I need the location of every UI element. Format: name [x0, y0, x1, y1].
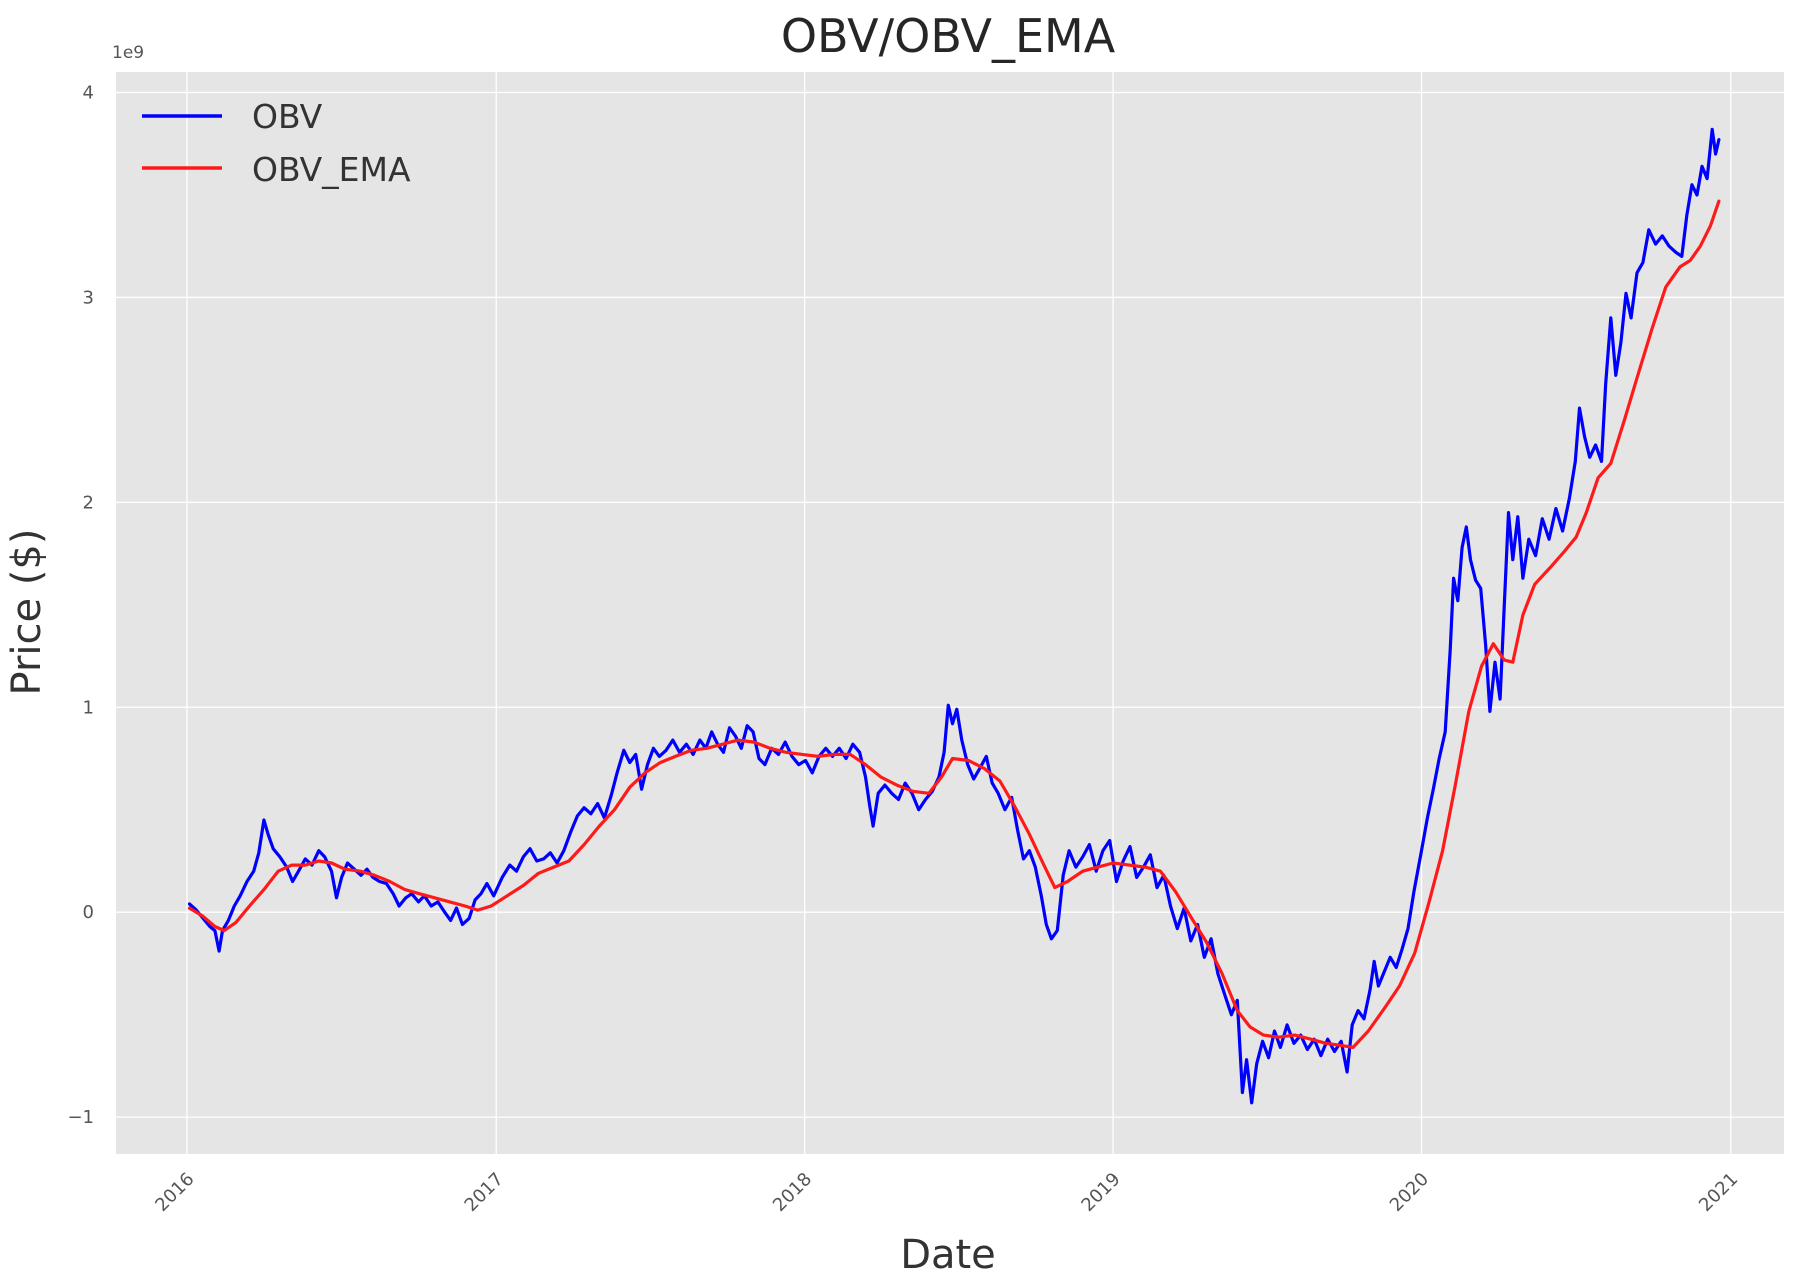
y-tick-label: 1	[83, 697, 94, 718]
x-tick-label: 2021	[1695, 1169, 1742, 1216]
x-tick-label: 2016	[151, 1169, 198, 1216]
legend-label-obv-ema: OBV_EMA	[252, 150, 411, 189]
x-axis-label: Date	[900, 1232, 996, 1278]
y-tick-labels: −1 0 1 2 3 4	[67, 82, 94, 1128]
grid-lines	[116, 72, 1784, 1154]
x-tick-label: 2017	[461, 1169, 508, 1216]
legend: OBV OBV_EMA	[142, 97, 411, 189]
y-tick-label: 3	[83, 287, 94, 308]
x-tick-label: 2020	[1386, 1169, 1433, 1216]
x-tick-label: 2019	[1077, 1169, 1124, 1216]
chart-title: OBV/OBV_EMA	[781, 9, 1116, 63]
x-tick-label: 2018	[769, 1169, 816, 1216]
y-offset-label: 1e9	[112, 43, 144, 63]
y-axis-label: Price ($)	[4, 529, 50, 696]
series-line-obv-ema	[187, 199, 1721, 1049]
y-tick-label: −1	[67, 1107, 94, 1128]
legend-label-obv: OBV	[252, 97, 323, 136]
y-tick-label: 2	[83, 492, 94, 513]
y-tick-label: 0	[83, 902, 94, 923]
series-lines	[187, 127, 1721, 1105]
y-tick-label: 4	[83, 82, 94, 103]
plot-background	[116, 72, 1784, 1154]
series-line-obv	[187, 127, 1721, 1105]
x-tick-labels: 2016 2017 2018 2019 2020 2021	[151, 1169, 1742, 1216]
